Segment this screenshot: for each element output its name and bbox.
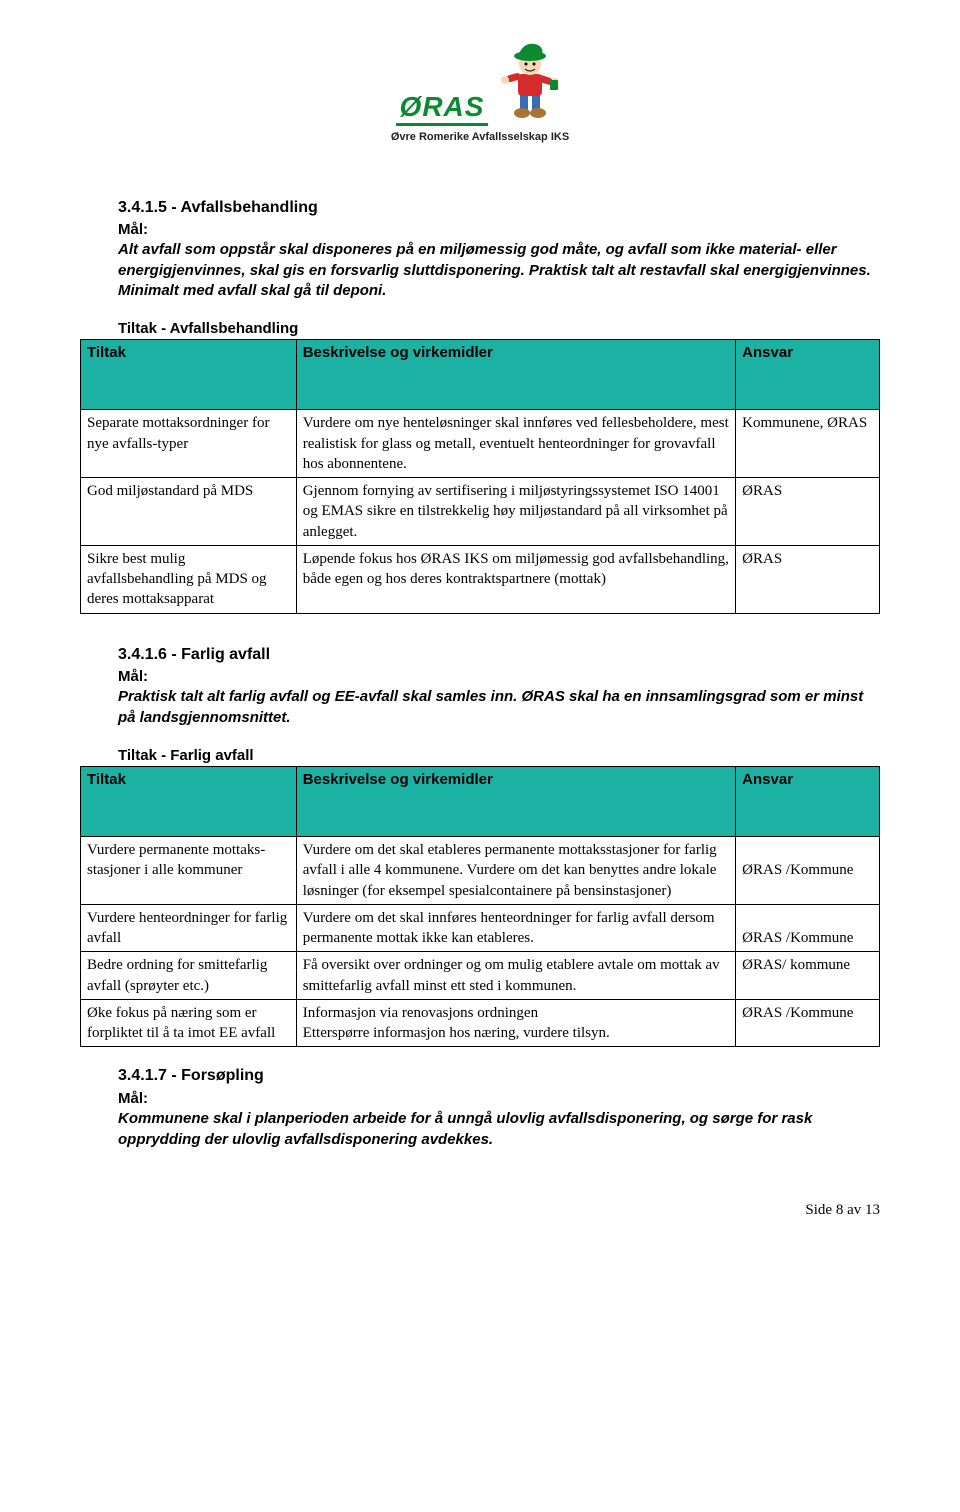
- cell: Informasjon via renovasjons ordningen Et…: [296, 999, 735, 1047]
- table-row: Vurdere permanente mottaks-stasjoner i a…: [81, 837, 880, 905]
- section-heading-7: 3.4.1.7 - Forsøpling: [118, 1065, 880, 1087]
- logo-rest: RAS: [422, 91, 484, 122]
- section-3-4-1-7: 3.4.1.7 - Forsøpling Mål: Kommunene skal…: [118, 1065, 880, 1149]
- section-heading-5: 3.4.1.5 - Avfallsbehandling: [118, 197, 880, 219]
- mascot-icon: [494, 40, 564, 126]
- th-ansvar: Ansvar: [736, 767, 880, 837]
- cell: ØRAS /Kommune: [736, 837, 880, 905]
- logo-box: ØRAS: [391, 40, 569, 145]
- th-tiltak: Tiltak: [81, 340, 297, 410]
- cell: ØRAS /Kommune: [736, 904, 880, 952]
- section-3-4-1-6: 3.4.1.6 - Farlig avfall Mål: Praktisk ta…: [118, 644, 880, 728]
- cell: Gjennom fornying av sertifisering i milj…: [296, 478, 735, 546]
- cell: Kommunene, ØRAS: [736, 410, 880, 478]
- table-header-row: Tiltak Beskrivelse og virkemidler Ansvar: [81, 340, 880, 410]
- table-header-row: Tiltak Beskrivelse og virkemidler Ansvar: [81, 767, 880, 837]
- cell: Bedre ordning for smittefarlig avfall (s…: [81, 952, 297, 1000]
- cell: Øke fokus på næring som er forpliktet ti…: [81, 999, 297, 1047]
- cell: ØRAS /Kommune: [736, 999, 880, 1047]
- goal-text-6: Praktisk talt alt farlig avfall og EE-av…: [118, 687, 880, 728]
- cell: ØRAS: [736, 478, 880, 546]
- table-farlig-avfall: Tiltak Beskrivelse og virkemidler Ansvar…: [80, 766, 880, 1047]
- mal-label-7: Mål:: [118, 1089, 880, 1109]
- table-row: Øke fokus på næring som er forpliktet ti…: [81, 999, 880, 1047]
- table-row: Sikre best mulig avfallsbehandling på MD…: [81, 545, 880, 613]
- cell: Løpende fokus hos ØRAS IKS om miljømessi…: [296, 545, 735, 613]
- th-beskrivelse: Beskrivelse og virkemidler: [296, 340, 735, 410]
- cell: Separate mottaksordninger for nye avfall…: [81, 410, 297, 478]
- tiltak-heading-6: Tiltak - Farlig avfall: [118, 746, 880, 766]
- th-tiltak: Tiltak: [81, 767, 297, 837]
- cell: Sikre best mulig avfallsbehandling på MD…: [81, 545, 297, 613]
- logo-o-char: Ø: [400, 91, 423, 122]
- section-heading-6: 3.4.1.6 - Farlig avfall: [118, 644, 880, 666]
- th-ansvar: Ansvar: [736, 340, 880, 410]
- tiltak-heading-5: Tiltak - Avfallsbehandling: [118, 319, 880, 339]
- cell: ØRAS/ kommune: [736, 952, 880, 1000]
- th-beskrivelse: Beskrivelse og virkemidler: [296, 767, 735, 837]
- logo-text: ØRAS: [396, 93, 489, 126]
- cell: Vurdere om det skal innføres henteordnin…: [296, 904, 735, 952]
- logo-subtitle: Øvre Romerike Avfallsselskap IKS: [391, 130, 569, 145]
- cell: Vurdere henteordninger for farlig avfall: [81, 904, 297, 952]
- cell: Vurdere om nye henteløsninger skal innfø…: [296, 410, 735, 478]
- table-avfallsbehandling: Tiltak Beskrivelse og virkemidler Ansvar…: [80, 339, 880, 613]
- page-footer: Side 8 av 13: [80, 1200, 880, 1220]
- cell: Vurdere permanente mottaks-stasjoner i a…: [81, 837, 297, 905]
- cell: Vurdere om det skal etableres permanente…: [296, 837, 735, 905]
- section-3-4-1-5: 3.4.1.5 - Avfallsbehandling Mål: Alt avf…: [118, 197, 880, 302]
- mal-label-5: Mål:: [118, 220, 880, 240]
- mal-label-6: Mål:: [118, 667, 880, 687]
- goal-text-7: Kommunene skal i planperioden arbeide fo…: [118, 1109, 880, 1150]
- goal-text-5: Alt avfall som oppstår skal disponeres p…: [118, 240, 880, 301]
- table-row: Vurdere henteordninger for farlig avfall…: [81, 904, 880, 952]
- cell: ØRAS: [736, 545, 880, 613]
- cell: God miljøstandard på MDS: [81, 478, 297, 546]
- table-row: God miljøstandard på MDS Gjennom fornyin…: [81, 478, 880, 546]
- page-header-logo: ØRAS: [80, 40, 880, 147]
- cell: Få oversikt over ordninger og om mulig e…: [296, 952, 735, 1000]
- table-row: Separate mottaksordninger for nye avfall…: [81, 410, 880, 478]
- table-row: Bedre ordning for smittefarlig avfall (s…: [81, 952, 880, 1000]
